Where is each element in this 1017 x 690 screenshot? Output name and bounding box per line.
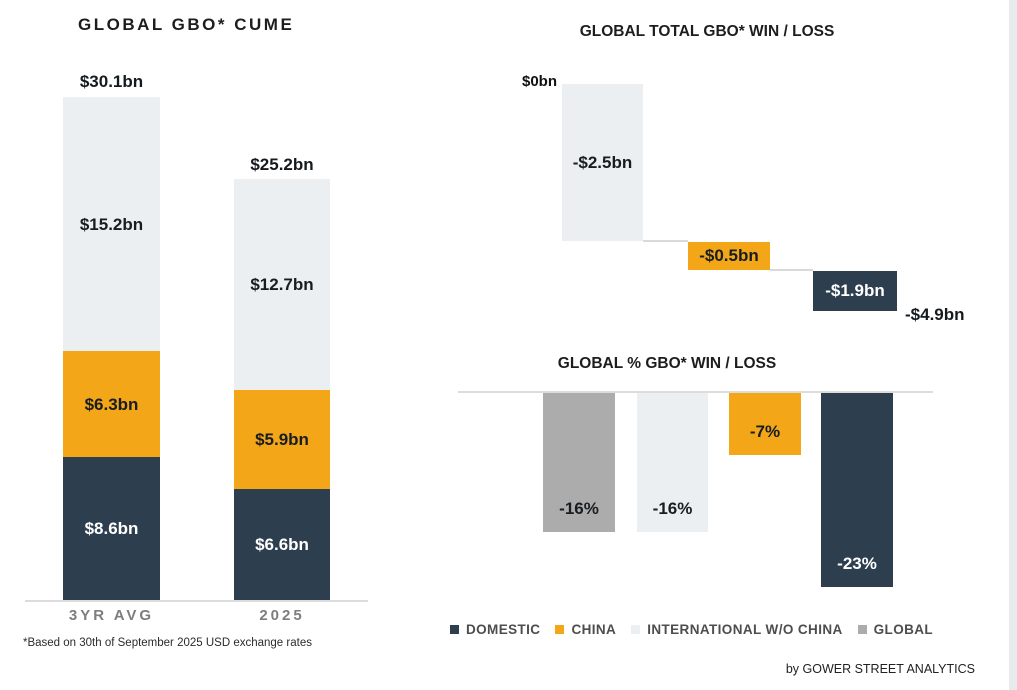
legend-label: GLOBAL	[873, 622, 934, 637]
tick-3yr-avg: 3YR AVG	[68, 607, 155, 624]
waterfall-connector	[770, 269, 813, 271]
segment-value-label: $6.6bn	[255, 535, 309, 554]
international-swatch-icon	[631, 625, 641, 634]
exchange-rate-footnote: *Based on 30th of September 2025 USD exc…	[23, 637, 312, 649]
waterfall-bar-domestic: -$1.9bn	[813, 271, 897, 311]
domestic-swatch-icon	[450, 625, 459, 634]
waterfall-value-label: -$0.5bn	[699, 246, 759, 265]
legend-label: DOMESTIC	[466, 622, 541, 637]
pct-chart-title: GLOBAL % GBO* WIN / LOSS	[557, 355, 777, 372]
pct-value-label: -23%	[837, 554, 877, 573]
pct-bar-international: -16%	[637, 393, 708, 532]
left-chart-baseline	[25, 600, 368, 602]
legend-item-china: CHINA	[555, 622, 616, 637]
global-swatch-icon	[857, 625, 867, 634]
segment-value-label: $8.6bn	[84, 519, 139, 538]
segment-china: $6.3bn	[63, 351, 160, 457]
legend-item-international: INTERNATIONAL W/O CHINA	[631, 622, 842, 637]
segment-china: $5.9bn	[234, 390, 330, 489]
legend-item-global: GLOBAL	[857, 622, 934, 637]
pct-bar-global: -16%	[543, 393, 615, 532]
china-swatch-icon	[555, 625, 565, 634]
left-chart-title: GLOBAL GBO* CUME	[78, 15, 295, 34]
waterfall-connector	[643, 240, 688, 242]
stacked-bar-3yr-avg: $15.2bn $6.3bn $8.6bn	[63, 97, 160, 600]
pct-value-label: -7%	[749, 422, 781, 441]
segment-domestic: $6.6bn	[234, 489, 330, 600]
pct-value-label: -16%	[559, 499, 599, 518]
legend-label: CHINA	[571, 622, 617, 637]
waterfall-zero-label: $0bn	[521, 73, 557, 90]
legend: DOMESTIC CHINA INTERNATIONAL W/O CHINA G…	[450, 622, 933, 637]
pct-bar-domestic: -23%	[821, 393, 893, 587]
analytics-credit: by GOWER STREET ANALYTICS	[785, 662, 975, 676]
total-label-2025: $25.2bn	[250, 155, 314, 174]
pct-chart-baseline	[458, 391, 933, 393]
legend-label: INTERNATIONAL W/O CHINA	[647, 622, 843, 637]
legend-item-domestic: DOMESTIC	[450, 622, 540, 637]
stacked-bar-2025: $12.7bn $5.9bn $6.6bn	[234, 179, 330, 600]
tick-2025: 2025	[259, 607, 305, 624]
segment-domestic: $8.6bn	[63, 457, 160, 600]
pct-value-label: -16%	[652, 499, 693, 518]
waterfall-bar-china: -$0.5bn	[688, 242, 770, 270]
segment-international-wo-china: $15.2bn	[63, 97, 160, 351]
right-edge-strip	[1009, 0, 1017, 690]
waterfall-title: GLOBAL TOTAL GBO* WIN / LOSS	[579, 23, 835, 40]
waterfall-bar-international: -$2.5bn	[562, 84, 643, 241]
waterfall-total-label: -$4.9bn	[905, 305, 965, 324]
pct-bar-china: -7%	[729, 393, 801, 455]
segment-value-label: $5.9bn	[255, 430, 309, 449]
waterfall-value-label: -$1.9bn	[825, 281, 885, 300]
total-label-3yr-avg: $30.1bn	[79, 72, 144, 91]
segment-value-label: $12.7bn	[250, 275, 314, 294]
segment-value-label: $15.2bn	[79, 214, 144, 234]
waterfall-value-label: -$2.5bn	[572, 152, 633, 172]
segment-value-label: $6.3bn	[84, 394, 139, 414]
segment-international-wo-china: $12.7bn	[234, 179, 330, 390]
